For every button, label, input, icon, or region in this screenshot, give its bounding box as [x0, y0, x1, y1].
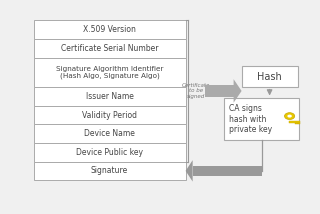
Text: X.509 Version: X.509 Version: [83, 25, 136, 34]
Text: Certificate
to be
signed: Certificate to be signed: [182, 83, 210, 99]
Bar: [205, 85, 234, 97]
Bar: [224, 98, 299, 140]
Text: Issuer Name: Issuer Name: [86, 92, 133, 101]
Text: CA signs
hash with
private key: CA signs hash with private key: [229, 104, 272, 134]
Circle shape: [284, 113, 295, 119]
Bar: [289, 121, 300, 122]
Bar: [193, 166, 261, 176]
Polygon shape: [186, 160, 193, 181]
Bar: [34, 87, 186, 106]
Bar: [298, 122, 300, 124]
Bar: [34, 20, 186, 39]
Bar: [34, 58, 186, 87]
Bar: [34, 39, 186, 58]
Text: Hash: Hash: [257, 71, 282, 82]
Text: Signature Algorithm Identifier
(Hash Algo, Signature Algo): Signature Algorithm Identifier (Hash Alg…: [56, 65, 163, 79]
Text: Validity Period: Validity Period: [82, 110, 137, 120]
Bar: [295, 122, 298, 124]
Text: Device Name: Device Name: [84, 129, 135, 138]
Text: Signature: Signature: [91, 166, 128, 175]
Bar: [242, 66, 298, 87]
Text: Device Public key: Device Public key: [76, 148, 143, 157]
Text: Certificate Serial Number: Certificate Serial Number: [61, 44, 158, 53]
Bar: [34, 124, 186, 143]
Bar: [34, 162, 186, 180]
Polygon shape: [234, 79, 242, 103]
Bar: [34, 106, 186, 124]
Circle shape: [287, 115, 292, 118]
Bar: [34, 143, 186, 162]
